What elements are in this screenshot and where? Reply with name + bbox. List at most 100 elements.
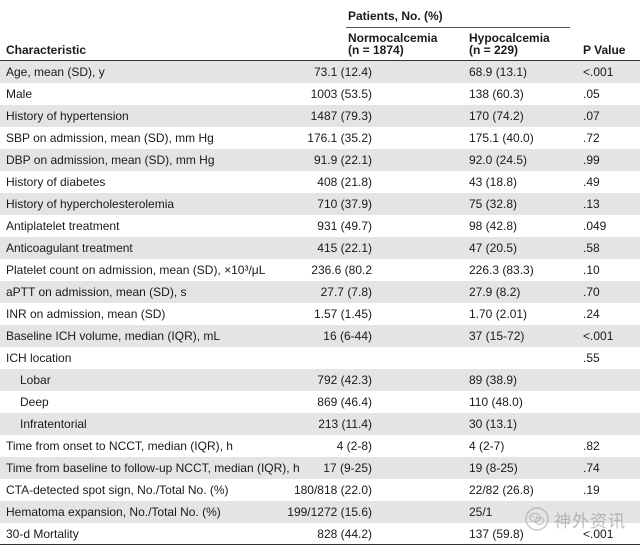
normocalcemia-cell: 1003 (53.5) xyxy=(310,87,372,101)
table-header: Patients, No. (%) Normocalcemia (n = 187… xyxy=(0,0,640,62)
characteristic-cell: Anticoagulant treatment xyxy=(6,241,133,255)
hypocalcemia-cell: 110 (48.0) xyxy=(469,395,523,409)
characteristic-cell: Male xyxy=(6,87,33,101)
table-row: Platelet count on admission, mean (SD), … xyxy=(0,259,640,281)
normocalcemia-cell: 27.7 (7.8) xyxy=(320,285,372,299)
hypocalcemia-cell: 226.3 (83.3) xyxy=(469,263,534,277)
p-value-cell: .07 xyxy=(583,109,600,123)
hypocalcemia-cell: 27.9 (8.2) xyxy=(469,285,521,299)
bottom-rule xyxy=(0,544,640,545)
p-value-cell: <.001 xyxy=(583,329,614,343)
table-row: Time from onset to NCCT, median (IQR), h… xyxy=(0,435,640,457)
normocalcemia-cell: 17 (9-25) xyxy=(323,461,372,475)
normocalcemia-cell: 1487 (79.3) xyxy=(310,109,372,123)
hypocalcemia-cell: 1.70 (2.01) xyxy=(469,307,528,321)
p-value-cell: .82 xyxy=(583,439,600,453)
characteristic-cell: SBP on admission, mean (SD), mm Hg xyxy=(6,131,214,145)
hypocalcemia-count: (n = 229) xyxy=(469,43,519,57)
characteristic-cell: DBP on admission, mean (SD), mm Hg xyxy=(6,153,215,167)
hypocalcemia-cell: 75 (32.8) xyxy=(469,197,518,211)
normocalcemia-cell: 73.1 (12.4) xyxy=(313,65,372,79)
table-row: INR on admission, mean (SD) 1.57 (1.45) 1.… xyxy=(0,303,640,325)
normocalcemia-cell: 180/818 (22.0) xyxy=(293,483,372,497)
normocalcemia-cell: 710 (37.9) xyxy=(317,197,372,211)
hypocalcemia-cell: 47 (20.5) xyxy=(469,241,518,255)
hypocalcemia-cell: 89 (38.9) xyxy=(469,373,518,387)
normocalcemia-cell: 91.9 (22.1) xyxy=(313,153,372,167)
characteristic-cell: Lobar xyxy=(20,373,51,387)
normocalcemia-cell: 408 (21.8) xyxy=(317,175,372,189)
table-row: DBP on admission, mean (SD), mm Hg 91.9 (… xyxy=(0,149,640,171)
normocalcemia-cell: 176.1 (35.2) xyxy=(307,131,372,145)
normocalcemia-count: (n = 1874) xyxy=(348,43,404,57)
p-value-cell: .99 xyxy=(583,153,600,167)
hypocalcemia-cell: 25/1 xyxy=(469,505,493,519)
patients-group-header: Patients, No. (%) xyxy=(348,9,443,23)
characteristic-cell: Baseline ICH volume, median (IQR), mL xyxy=(6,329,221,343)
header-rule xyxy=(0,60,640,61)
hypocalcemia-cell: 43 (18.8) xyxy=(469,175,518,189)
table-row: 30-d Mortality 828 (44.2) 137 (59.8) <.001 xyxy=(0,523,640,545)
p-value-cell: .72 xyxy=(583,131,600,145)
characteristic-cell: Time from onset to NCCT, median (IQR), h xyxy=(6,439,233,453)
characteristic-header: Characteristic xyxy=(6,43,87,57)
normocalcemia-cell: 931 (49.7) xyxy=(317,219,372,233)
table-row: aPTT on admission, mean (SD), s 27.7 (7.8… xyxy=(0,281,640,303)
table-row: Infratentorial 213 (11.4) 30 (13.1) xyxy=(0,413,640,435)
characteristic-cell: Infratentorial xyxy=(20,417,87,431)
hypocalcemia-cell: 22/82 (26.8) xyxy=(469,483,534,497)
watermark: 神外资讯 xyxy=(525,506,626,532)
p-value-cell: <.001 xyxy=(583,65,614,79)
normocalcemia-cell: 199/1272 (15.6) xyxy=(287,505,372,519)
wechat-icon xyxy=(525,507,549,531)
normocalcemia-cell: 869 (46.4) xyxy=(317,395,372,409)
normocalcemia-cell: 1.57 (1.45) xyxy=(313,307,372,321)
table-row: CTA-detected spot sign, No./Total No. (%… xyxy=(0,479,640,501)
characteristic-cell: Time from baseline to follow-up NCCT, me… xyxy=(6,461,300,475)
p-value-cell: .13 xyxy=(583,197,600,211)
p-value-cell: .58 xyxy=(583,241,600,255)
characteristic-cell: Age, mean (SD), y xyxy=(6,65,105,79)
table-row: Age, mean (SD), y 73.1 (12.4) 68.9 (13.1) <… xyxy=(0,61,640,83)
table-row: SBP on admission, mean (SD), mm Hg 176.1 … xyxy=(0,127,640,149)
p-value-cell: <.001 xyxy=(583,527,614,541)
characteristic-cell: ICH location xyxy=(6,351,72,365)
p-value-cell: .05 xyxy=(583,87,600,101)
table-row: Hematoma expansion, No./Total No. (%) 199… xyxy=(0,501,640,523)
hypocalcemia-cell: 37 (15-72) xyxy=(469,329,525,343)
normocalcemia-cell: 415 (22.1) xyxy=(317,241,372,255)
hypocalcemia-cell: 137 (59.8) xyxy=(469,527,524,541)
table-row: History of diabetes 408 (21.8) 43 (18.8) .4… xyxy=(0,171,640,193)
p-value-cell: .49 xyxy=(583,175,600,189)
watermark-text: 神外资讯 xyxy=(554,511,626,532)
hypocalcemia-header: Hypocalcemia xyxy=(469,31,550,45)
characteristic-cell: History of diabetes xyxy=(6,175,106,189)
hypocalcemia-cell: 30 (13.1) xyxy=(469,417,518,431)
p-value-cell: .74 xyxy=(583,461,600,475)
table-row: Lobar 792 (42.3) 89 (38.9) xyxy=(0,369,640,391)
p-value-cell: .70 xyxy=(583,285,600,299)
normocalcemia-cell: 213 (11.4) xyxy=(318,417,372,431)
hypocalcemia-cell: 138 (60.3) xyxy=(469,87,524,101)
patients-group-rule xyxy=(346,27,570,28)
table-row: Anticoagulant treatment 415 (22.1) 47 (20.… xyxy=(0,237,640,259)
hypocalcemia-cell: 175.1 (40.0) xyxy=(469,131,534,145)
table-row: History of hypercholesterolemia 710 (37.9… xyxy=(0,193,640,215)
normocalcemia-cell: 828 (44.2) xyxy=(317,527,372,541)
table-row: Time from baseline to follow-up NCCT, me… xyxy=(0,457,640,479)
table-row: Male 1003 (53.5) 138 (60.3) .05 xyxy=(0,83,640,105)
normocalcemia-cell: 4 (2-8) xyxy=(336,439,372,453)
table-row: Baseline ICH volume, median (IQR), mL 16 … xyxy=(0,325,640,347)
hypocalcemia-cell: 19 (8-25) xyxy=(469,461,518,475)
characteristic-cell: aPTT on admission, mean (SD), s xyxy=(6,285,187,299)
characteristic-cell: CTA-detected spot sign, No./Total No. (%… xyxy=(6,483,229,497)
p-value-header: P Value xyxy=(583,44,625,57)
normocalcemia-cell: 236.6 (80.2 xyxy=(311,263,372,277)
p-value-label: P Value xyxy=(583,43,626,57)
hypocalcemia-cell: 4 (2-7) xyxy=(469,439,505,453)
characteristic-cell: History of hypertension xyxy=(6,109,129,123)
p-value-cell: .24 xyxy=(583,307,600,321)
hypocalcemia-cell: 170 (74.2) xyxy=(469,109,524,123)
hypocalcemia-cell: 98 (42.8) xyxy=(469,219,518,233)
